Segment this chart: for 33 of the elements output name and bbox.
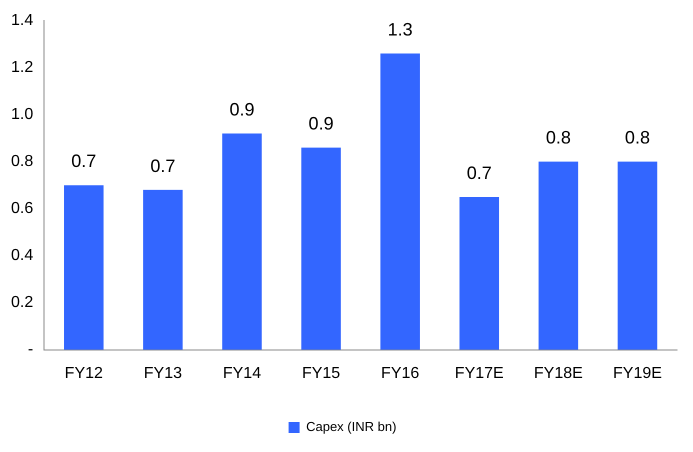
data-label: 0.7 (71, 151, 96, 172)
y-tick-label: 0.8 (10, 153, 34, 170)
bar (222, 133, 262, 350)
x-tick-label: FY14 (222, 364, 262, 382)
data-label: 0.9 (229, 99, 254, 120)
x-tick-label: FY15 (302, 364, 340, 382)
x-tick-label: FY13 (144, 364, 182, 382)
y-tick-label: 0.6 (10, 200, 34, 218)
data-label: 1.3 (388, 19, 413, 40)
x-tick-label: FY19E (612, 364, 662, 382)
bar (538, 162, 578, 350)
y-tick-label: 1.0 (10, 106, 34, 124)
x-tick-label: FY16 (381, 364, 420, 382)
data-label: 0.7 (466, 162, 492, 183)
data-label: 0.8 (546, 128, 571, 148)
x-tick-label: FY12 (64, 364, 104, 382)
y-tick-label: 1.2 (10, 59, 34, 76)
data-label: 0.9 (308, 114, 334, 134)
bar (143, 190, 183, 350)
bar (301, 148, 341, 350)
legend-label: Capex (INR bn) (306, 419, 396, 434)
bar (64, 185, 104, 350)
y-tick-label: 0.2 (10, 294, 34, 312)
bar (459, 196, 500, 350)
bar (380, 54, 420, 350)
data-label: 0.8 (624, 128, 650, 148)
y-tick-label: 0.4 (10, 247, 34, 264)
y-tick-label: 1.4 (10, 12, 34, 30)
x-tick-label: FY18E (534, 364, 583, 382)
y-tick-label: - (28, 341, 34, 358)
x-tick-label: FY17E (454, 364, 504, 382)
data-label: 0.7 (150, 156, 176, 176)
bar (618, 162, 658, 350)
